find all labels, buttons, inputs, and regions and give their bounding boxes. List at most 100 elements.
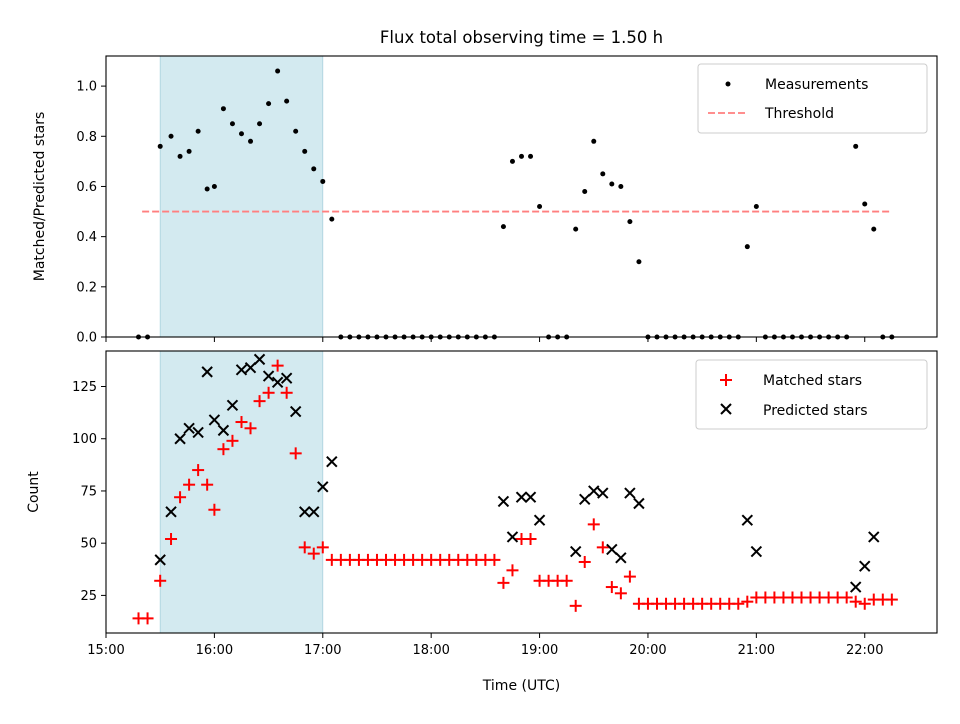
measurements-point-68 xyxy=(753,204,759,210)
top-legend: Measurements Threshold xyxy=(697,63,928,134)
top-observing-span xyxy=(159,55,324,338)
measurements-point-4 xyxy=(177,153,183,159)
top-y-tick-label-2: 0.4 xyxy=(76,230,97,245)
predicted-stars-point-37 xyxy=(868,531,880,543)
predicted-stars-point-2 xyxy=(174,433,186,445)
predicted-stars-point-36 xyxy=(859,560,871,572)
measurements-point-52 xyxy=(609,181,615,187)
x-axis-label: Time (UTC) xyxy=(482,678,560,694)
matched-stars-point-16 xyxy=(280,386,293,399)
top-y-tick-label-3: 0.6 xyxy=(76,180,97,195)
predicted-stars-point-26 xyxy=(579,493,591,506)
matched-stars-point-83 xyxy=(885,593,898,606)
x-tick-label-0: 15:00 xyxy=(87,643,124,658)
matched-stars-point-14 xyxy=(262,386,275,399)
legend-measurements-label: Measurements xyxy=(765,77,868,93)
measurements-point-80 xyxy=(862,201,868,207)
predicted-stars-point-14 xyxy=(280,372,293,384)
matched-stars-point-50 xyxy=(587,518,600,531)
legend-measurements-marker xyxy=(725,81,731,87)
top-y-tick-label-4: 0.8 xyxy=(76,130,97,145)
matched-stars-point-41 xyxy=(506,564,519,577)
bottom-y-tick-label-1: 50 xyxy=(80,537,97,552)
predicted-stars-point-12 xyxy=(262,370,275,382)
predicted-stars-point-30 xyxy=(615,552,627,564)
bottom-y-tick-label-3: 100 xyxy=(72,432,97,447)
x-tick-label-3: 18:00 xyxy=(412,643,449,658)
matched-stars-point-20 xyxy=(316,541,329,554)
predicted-stars-point-0 xyxy=(154,554,166,566)
matched-stars-point-66 xyxy=(732,597,745,610)
matched-stars-point-54 xyxy=(623,570,636,583)
measurements-point-49 xyxy=(582,188,588,194)
matched-stars-point-52 xyxy=(605,581,618,594)
top-y-tick-label-5: 1.0 xyxy=(76,80,97,95)
matched-stars-point-2 xyxy=(154,574,167,587)
predicted-stars-point-22 xyxy=(515,491,528,503)
predicted-stars-point-16 xyxy=(299,506,311,518)
predicted-stars-point-10 xyxy=(244,362,257,374)
predicted-stars-point-24 xyxy=(533,514,546,526)
predicted-stars-point-6 xyxy=(208,414,221,426)
matched-stars-point-7 xyxy=(201,478,214,491)
measurements-point-3 xyxy=(168,133,174,139)
matched-stars-point-47 xyxy=(560,574,573,587)
predicted-stars-point-15 xyxy=(289,405,302,418)
x-tick-label-6: 21:00 xyxy=(738,643,775,658)
predicted-stars-point-35 xyxy=(849,581,862,593)
predicted-stars-point-1 xyxy=(165,506,177,518)
matched-stars-point-13 xyxy=(253,395,266,408)
matched-stars-point-4 xyxy=(174,491,187,504)
matched-stars-point-10 xyxy=(226,434,239,447)
predicted-stars-point-32 xyxy=(633,497,645,510)
predicted-stars-point-8 xyxy=(226,399,239,412)
matched-stars-point-5 xyxy=(183,478,196,491)
x-tick-label-7: 22:00 xyxy=(846,643,883,658)
legend-matched-marker xyxy=(720,374,732,386)
bottom-y-tick-label-4: 125 xyxy=(72,380,97,395)
legend-matched-label: Matched stars xyxy=(763,373,862,389)
measurements-point-10 xyxy=(229,121,235,127)
matched-stars-point-3 xyxy=(165,533,178,545)
matched-stars-point-49 xyxy=(578,555,591,568)
bottom-y-axis-label: Count xyxy=(26,471,42,513)
measurements-point-8 xyxy=(211,183,217,189)
matched-stars-point-51 xyxy=(596,541,609,554)
matched-stars-point-67 xyxy=(741,595,754,608)
measurements-point-20 xyxy=(320,178,326,184)
matched-stars-point-17 xyxy=(289,447,302,460)
predicted-stars-point-9 xyxy=(235,364,248,376)
legend-predicted-marker xyxy=(720,403,732,415)
measurements-point-43 xyxy=(528,153,534,159)
measurements-point-18 xyxy=(302,148,308,154)
measurements-point-79 xyxy=(853,143,859,149)
measurements-point-81 xyxy=(871,226,877,232)
measurements-point-55 xyxy=(636,259,642,265)
matched-stars-point-43 xyxy=(524,533,537,545)
predicted-stars-point-25 xyxy=(569,545,582,558)
measurements-point-9 xyxy=(220,106,226,112)
measurements-point-51 xyxy=(600,171,606,177)
legend-predicted-label: Predicted stars xyxy=(763,403,868,419)
bottom-panel-frame xyxy=(105,350,938,634)
matched-stars-point-18 xyxy=(298,541,311,554)
measurements-point-14 xyxy=(266,101,272,107)
x-tick-label-4: 19:00 xyxy=(521,643,558,658)
measurements-point-48 xyxy=(573,226,579,232)
matched-stars-point-48 xyxy=(569,599,582,612)
measurements-point-19 xyxy=(311,166,317,172)
bottom-y-tick-label-0: 25 xyxy=(80,589,97,604)
bottom-legend: Matched stars Predicted stars xyxy=(695,359,928,430)
measurements-point-50 xyxy=(591,138,597,144)
measurements-point-67 xyxy=(744,244,750,250)
predicted-stars-point-31 xyxy=(624,487,636,499)
matched-stars-point-39 xyxy=(488,553,501,566)
predicted-stars-point-34 xyxy=(750,545,763,558)
matched-stars-point-40 xyxy=(497,576,510,589)
matched-stars-point-8 xyxy=(208,503,221,516)
matched-stars-point-53 xyxy=(614,587,627,600)
predicted-stars-point-27 xyxy=(588,485,600,497)
predicted-stars-point-21 xyxy=(506,531,519,543)
bottom-y-tick-label-2: 75 xyxy=(80,484,97,499)
matched-stars-point-6 xyxy=(192,464,205,477)
